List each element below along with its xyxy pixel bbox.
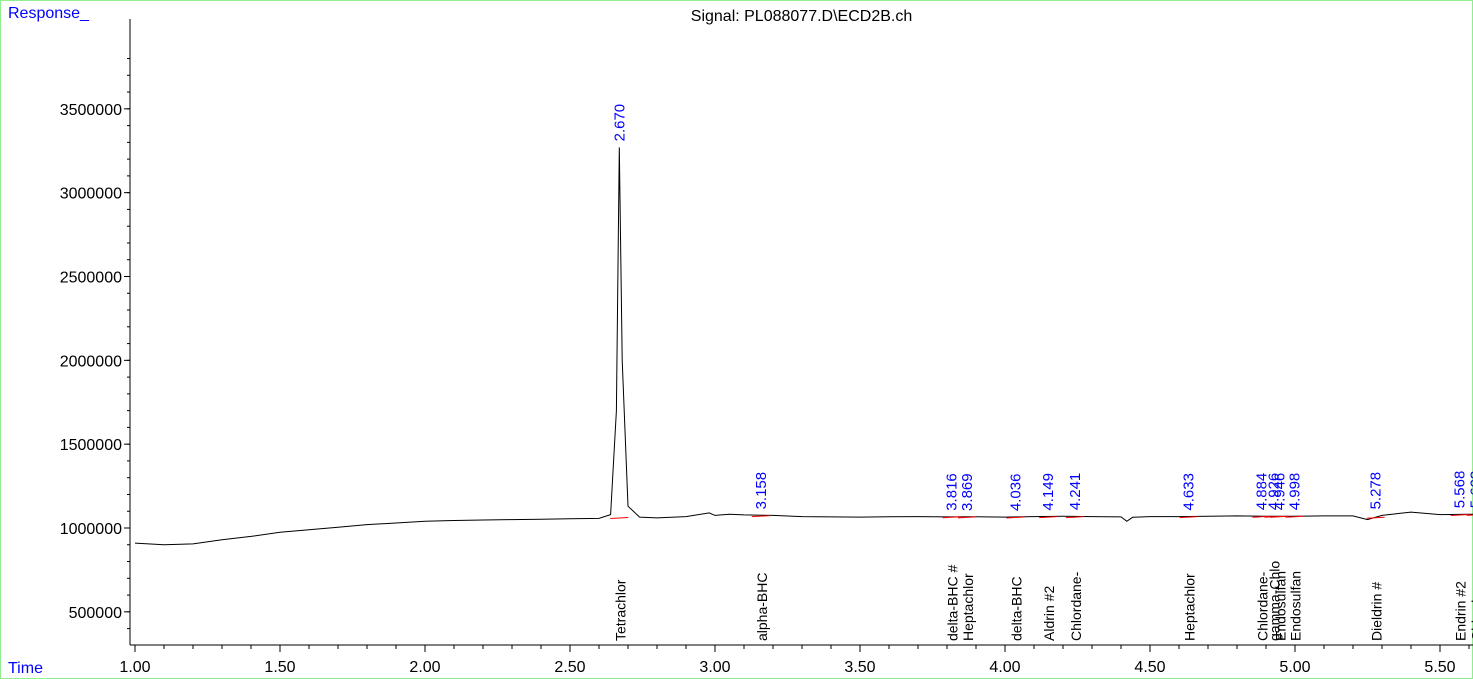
compound-label: Endosulfan bbox=[1272, 571, 1288, 641]
y-tick-label: 2000000 bbox=[60, 353, 122, 370]
baseline-segment bbox=[1285, 515, 1304, 518]
peak-rt-label: 4.884 bbox=[1253, 473, 1270, 511]
x-tick-label: 5.00 bbox=[1279, 659, 1310, 676]
x-tick-label: 2.00 bbox=[409, 659, 440, 676]
baseline-segment bbox=[1466, 514, 1473, 516]
compound-label: gamma-Chlo bbox=[1267, 561, 1283, 641]
peak-rt-label: 5.278 bbox=[1368, 472, 1385, 510]
peak-rt-label: 3.158 bbox=[753, 472, 770, 510]
compound-label: delta-BHC bbox=[1008, 576, 1024, 641]
y-axis-label: Response_ bbox=[8, 5, 89, 22]
baseline-segment bbox=[1039, 516, 1058, 519]
x-tick-label: 3.00 bbox=[699, 659, 730, 676]
peak-rt-label: 4.149 bbox=[1040, 473, 1057, 511]
chart-title: Signal: PL088077.D\ECD2B.ch bbox=[690, 8, 913, 25]
baseline-segment bbox=[957, 516, 977, 519]
peak-rt-label: 4.946 bbox=[1271, 473, 1288, 511]
peak-rt-label: 4.926 bbox=[1266, 473, 1283, 511]
baseline-segment bbox=[751, 515, 770, 518]
compound-label: Aldrin #2 bbox=[1041, 586, 1057, 641]
x-axis-label: Time bbox=[8, 660, 43, 677]
baseline-segment bbox=[1450, 514, 1469, 517]
baseline-segment bbox=[1366, 516, 1385, 519]
peak-rt-label: 4.241 bbox=[1067, 473, 1084, 511]
baseline-segment bbox=[1252, 515, 1271, 518]
y-tick-label: 1000000 bbox=[60, 521, 122, 538]
baseline-segment bbox=[610, 516, 629, 519]
x-tick-label: 2.50 bbox=[554, 659, 585, 676]
peak-rt-label: 3.816 bbox=[944, 473, 961, 511]
y-tick-label: 1500000 bbox=[60, 437, 122, 454]
baseline-segment bbox=[1065, 516, 1084, 519]
peak-rt-label: 2.670 bbox=[611, 104, 628, 142]
compound-label: Chlordane- bbox=[1254, 571, 1270, 641]
compound-label: Endosulfan bbox=[1287, 571, 1303, 641]
peak-rt-label: 5.568 bbox=[1452, 471, 1469, 509]
compound-label: Heptachlor bbox=[960, 573, 976, 641]
compound-label: Dieldrin # bbox=[1369, 582, 1385, 641]
x-tick-label: 3.50 bbox=[844, 659, 875, 676]
x-tick-label: 4.00 bbox=[989, 659, 1020, 676]
peak-rt-label: 4.998 bbox=[1286, 473, 1303, 511]
y-tick-label: 3500000 bbox=[60, 102, 122, 119]
peak-rt-label: 4.633 bbox=[1181, 473, 1198, 511]
compound-label: delta-BHC # bbox=[945, 565, 961, 641]
peak-rt-label: 3.869 bbox=[959, 473, 976, 511]
x-tick-label: 1.00 bbox=[119, 659, 150, 676]
x-tick-label: 1.50 bbox=[264, 659, 295, 676]
y-tick-label: 500000 bbox=[69, 605, 122, 622]
baseline-segment bbox=[1270, 515, 1289, 518]
baseline-segment bbox=[1006, 516, 1025, 519]
compound-label: Heptachlor bbox=[1182, 573, 1198, 641]
x-tick-label: 5.50 bbox=[1424, 659, 1455, 676]
x-tick-label: 4.50 bbox=[1134, 659, 1165, 676]
signal-trace bbox=[134, 147, 1473, 546]
baseline-segment bbox=[942, 516, 961, 519]
y-tick-label: 2500000 bbox=[60, 269, 122, 286]
baseline-segment bbox=[1179, 516, 1198, 519]
compound-label: Chlordane- bbox=[1469, 571, 1473, 641]
compound-label: Endrin #2 bbox=[1453, 581, 1469, 641]
compound-label: alpha-BHC bbox=[754, 573, 770, 641]
compound-label: Chlordane- bbox=[1068, 571, 1084, 641]
y-tick-label: 3000000 bbox=[60, 186, 122, 203]
peak-rt-label: 5.623 bbox=[1468, 471, 1473, 509]
peak-rt-label: 4.036 bbox=[1007, 474, 1024, 512]
compound-label: Tetrachlor bbox=[612, 579, 628, 641]
